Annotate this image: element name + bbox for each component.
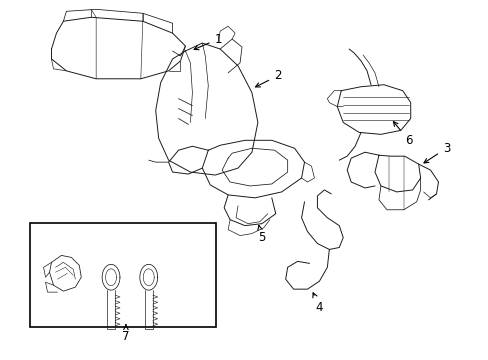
Text: 6: 6 bbox=[393, 122, 412, 147]
Bar bbox=[30, 223, 216, 327]
Text: 4: 4 bbox=[312, 293, 323, 314]
Text: 2: 2 bbox=[255, 69, 281, 87]
Text: 3: 3 bbox=[423, 142, 449, 163]
Text: 5: 5 bbox=[257, 225, 265, 244]
Text: 1: 1 bbox=[194, 33, 222, 50]
Text: 7: 7 bbox=[122, 325, 129, 343]
